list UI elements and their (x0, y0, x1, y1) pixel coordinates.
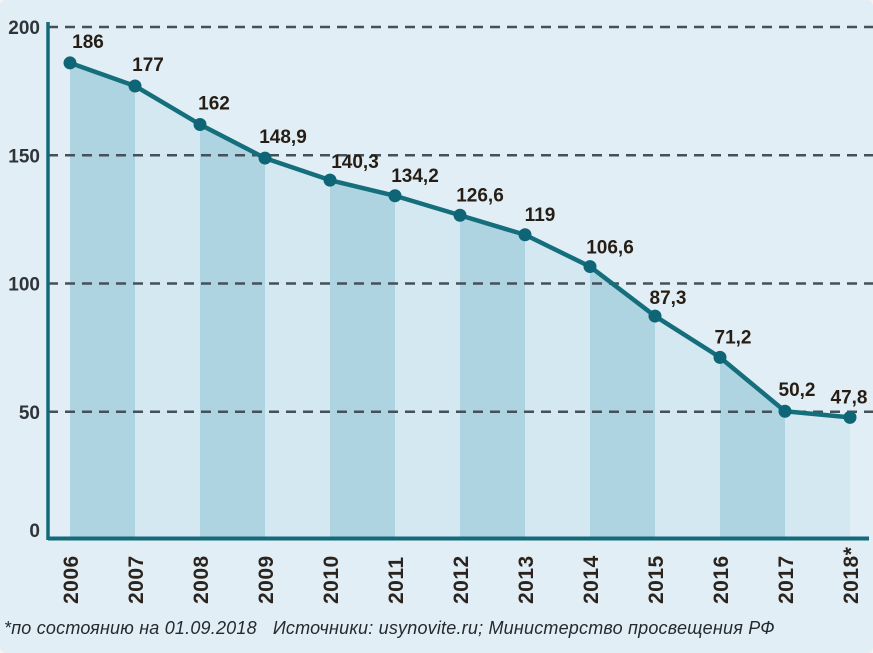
chart-footnote: *по состоянию на 01.09.2018 Источники: us… (4, 618, 870, 639)
data-point-dot (388, 189, 402, 203)
data-point-dot (518, 228, 532, 242)
value-label: 50,2 (779, 380, 816, 401)
data-point-dot (453, 208, 467, 222)
area-band (460, 215, 525, 540)
x-tick-label: 2018* (840, 546, 863, 604)
value-label: 126,6 (456, 185, 504, 206)
data-point-dot (648, 309, 662, 323)
footnote-note: *по состоянию на 01.09.2018 (4, 618, 257, 638)
x-tick-label: 2006 (60, 555, 83, 604)
data-point-dot (128, 79, 142, 93)
data-point-dot (843, 410, 857, 424)
x-tick-label: 2012 (450, 555, 473, 604)
area-band (785, 411, 850, 540)
area-band (720, 357, 785, 540)
data-point-dot (778, 404, 792, 418)
x-tick-label: 2014 (580, 555, 603, 604)
value-label: 162 (198, 93, 230, 114)
area-band (590, 266, 655, 540)
area-band (525, 234, 590, 540)
y-tick-label: 150 (8, 146, 40, 167)
x-tick-label: 2015 (645, 555, 668, 604)
data-point-dot (583, 260, 597, 274)
area-band (330, 180, 395, 540)
data-point-dot (193, 117, 207, 131)
y-tick-label: 100 (8, 275, 40, 296)
data-point-dot (323, 173, 337, 187)
data-point-dot (63, 56, 77, 70)
y-tick-label: 200 (8, 18, 40, 39)
x-tick-label: 2007 (125, 555, 148, 604)
value-label: 177 (132, 55, 164, 76)
value-label: 148,9 (259, 127, 307, 148)
data-point-dot (713, 350, 727, 364)
value-label: 71,2 (715, 327, 752, 348)
area-band (200, 124, 265, 540)
value-label: 186 (72, 32, 104, 53)
value-label: 87,3 (650, 288, 687, 309)
x-tick-label: 2017 (775, 555, 798, 604)
footnote-sources: Источники: usynovite.ru; Министерство пр… (272, 618, 775, 638)
area-band (135, 85, 200, 541)
data-point-dot (258, 151, 272, 165)
area-band (655, 316, 720, 540)
area-band (395, 195, 460, 541)
value-label: 140,3 (331, 152, 379, 173)
x-tick-label: 2009 (255, 555, 278, 604)
x-tick-label: 2013 (515, 555, 538, 604)
area-band (265, 158, 330, 540)
value-label: 134,2 (391, 166, 439, 187)
y-tick-label: 50 (19, 403, 40, 424)
value-label: 106,6 (586, 238, 634, 259)
x-tick-label: 2016 (710, 555, 733, 604)
value-label: 47,8 (831, 387, 868, 408)
x-tick-label: 2010 (320, 555, 343, 604)
area-band (70, 62, 135, 540)
value-label: 119 (525, 205, 556, 226)
y-tick-label: 0 (29, 521, 40, 542)
x-tick-label: 2011 (385, 556, 408, 604)
x-tick-label: 2008 (190, 555, 213, 604)
